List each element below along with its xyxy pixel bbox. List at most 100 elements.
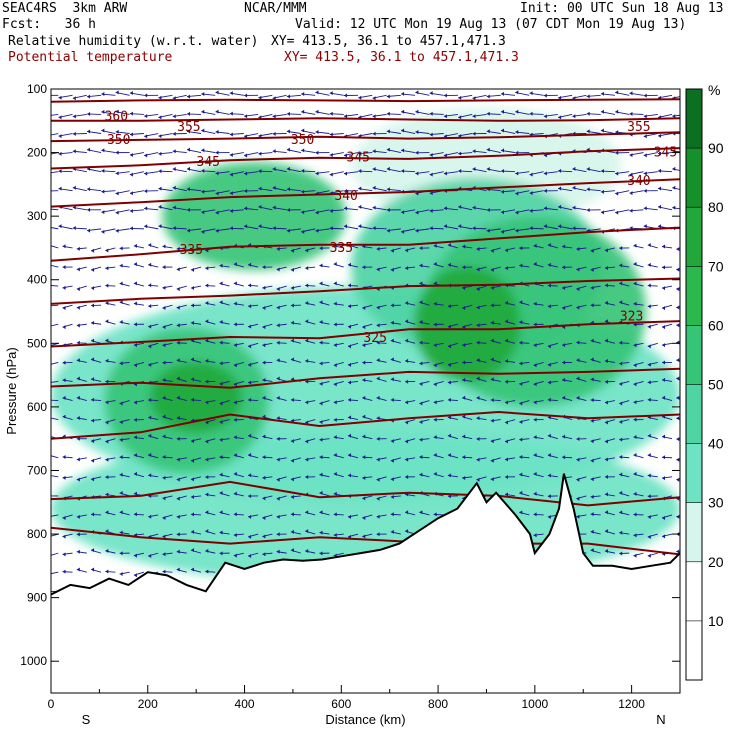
- wind-arrowhead: [576, 437, 580, 442]
- wind-arrowhead: [344, 206, 348, 211]
- wind-arrowhead: [215, 228, 219, 233]
- wind-arrowhead: [472, 114, 476, 119]
- theta-label: 345: [197, 155, 220, 170]
- wind-arrowhead: [676, 287, 680, 292]
- wind-arrow: [51, 285, 59, 287]
- wind-arrowhead: [433, 471, 437, 476]
- wind-arrowhead: [190, 286, 194, 291]
- axes: 100 200 300 400 500 600 700 800 900 1000 0 200 400 60…: [4, 82, 681, 727]
- wind-arrowhead: [429, 132, 433, 137]
- wind-arrowhead: [91, 320, 95, 325]
- wind-arrowhead: [633, 281, 637, 286]
- wind-arrowhead: [590, 477, 594, 482]
- theta-contour-345: [51, 147, 680, 170]
- wind-arrowhead: [419, 263, 423, 268]
- wind-arrowhead: [162, 569, 166, 574]
- wind-arrowhead: [248, 283, 252, 288]
- wind-arrowhead: [201, 148, 205, 153]
- wind-arrowhead: [91, 248, 95, 253]
- wind-arrowhead: [333, 262, 337, 267]
- x-tick-label: 1000: [521, 697, 548, 711]
- wind-arrowhead: [447, 242, 451, 247]
- wind-arrowhead: [415, 171, 419, 176]
- wind-arrowhead: [433, 453, 437, 458]
- wind-arrowhead: [390, 357, 394, 362]
- colorbar-bin: [686, 207, 702, 267]
- wind-arrowhead: [462, 360, 466, 365]
- wind-arrowhead: [105, 266, 109, 271]
- wind-arrowhead: [533, 382, 537, 387]
- wind-arrowhead: [386, 187, 390, 192]
- wind-arrowhead: [658, 224, 662, 229]
- wind-arrowhead: [662, 360, 666, 365]
- wind-arrowhead: [101, 210, 105, 215]
- wind-arrowhead: [501, 229, 505, 234]
- wind-arrowhead: [372, 166, 376, 171]
- wind-arrowhead: [91, 458, 95, 463]
- wind-arrowhead: [647, 380, 651, 385]
- wind-arrowhead: [176, 267, 180, 272]
- wind-arrowhead: [472, 131, 476, 136]
- wind-arrowhead: [172, 149, 176, 154]
- wind-arrowhead: [486, 147, 490, 152]
- wind-arrowhead: [376, 395, 380, 400]
- wind-arrowhead: [362, 395, 366, 400]
- wind-arrowhead: [604, 338, 608, 343]
- wind-arrowhead: [276, 477, 280, 482]
- wind-arrowhead: [401, 128, 405, 133]
- wind-arrowhead: [162, 285, 166, 290]
- wind-arrowhead: [486, 166, 490, 171]
- wind-arrowhead: [205, 569, 209, 574]
- wind-arrowhead: [148, 362, 152, 367]
- colorbar-bin: [686, 89, 702, 149]
- wind-arrowhead: [447, 362, 451, 367]
- wind-arrowhead: [433, 435, 437, 440]
- wind-arrowhead: [633, 262, 637, 267]
- wind-arrowhead: [519, 340, 523, 345]
- wind-arrowhead: [62, 265, 66, 270]
- wind-arrowhead: [290, 303, 294, 308]
- wind-arrowhead: [244, 153, 248, 158]
- wind-arrowhead: [547, 433, 551, 438]
- wind-arrowhead: [633, 417, 637, 422]
- wind-arrowhead: [562, 395, 566, 400]
- wind-arrowhead: [219, 551, 223, 556]
- wind-arrowhead: [172, 226, 176, 231]
- wind-arrowhead: [647, 344, 651, 349]
- wind-arrowhead: [176, 376, 180, 381]
- wind-arrowhead: [205, 266, 209, 271]
- wind-arrowhead: [101, 109, 105, 114]
- wind-arrowhead: [315, 109, 319, 114]
- wind-arrowhead: [486, 94, 490, 99]
- wind-arrowhead: [619, 401, 623, 406]
- wind-arrowhead: [290, 357, 294, 362]
- wind-arrowhead: [176, 323, 180, 328]
- wind-arrowhead: [329, 153, 333, 158]
- wind-arrowhead: [205, 529, 209, 534]
- wind-arrowhead: [447, 262, 451, 267]
- wind-arrowhead: [176, 549, 180, 554]
- wind-arrowhead: [333, 322, 337, 327]
- wind-arrowhead: [590, 267, 594, 272]
- wind-arrowhead: [562, 265, 566, 270]
- wind-arrowhead: [533, 435, 537, 440]
- wind-arrowhead: [576, 267, 580, 272]
- wind-arrowhead: [447, 324, 451, 329]
- wind-arrowhead: [176, 514, 180, 519]
- wind-arrowhead: [119, 551, 123, 556]
- wind-arrowhead: [647, 397, 651, 402]
- wind-arrowhead: [358, 169, 362, 174]
- wind-arrowhead: [619, 454, 623, 459]
- wind-arrowhead: [600, 109, 604, 114]
- wind-arrowhead: [333, 281, 337, 286]
- wind-arrowhead: [105, 492, 109, 497]
- wind-arrowhead: [529, 111, 533, 116]
- wind-arrowhead: [662, 476, 666, 481]
- wind-arrowhead: [301, 109, 305, 114]
- wind-arrowhead: [662, 534, 666, 539]
- wind-arrowhead: [229, 172, 233, 177]
- wind-arrowhead: [319, 320, 323, 325]
- wind-arrowhead: [662, 325, 666, 330]
- wind-arrowhead: [433, 243, 437, 248]
- wind-arrowhead: [600, 169, 604, 174]
